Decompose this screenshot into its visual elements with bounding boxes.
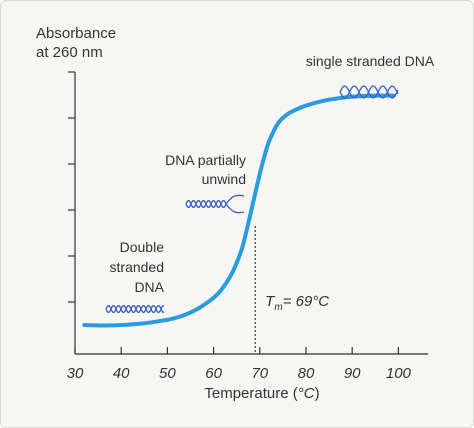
annotation-double-line2: stranded <box>110 259 164 275</box>
single-strand-b <box>339 85 399 99</box>
tm-label: Tm= 69°C <box>265 293 329 313</box>
x-axis-label: Temperature (°C) <box>204 385 319 402</box>
y-axis-label-line1: Absorbance <box>36 25 116 42</box>
double-strand-dna-icon <box>105 305 164 313</box>
x-tick-label-40: 40 <box>113 365 130 382</box>
partially-unwound-dna-icon <box>185 194 245 214</box>
double-strand-b <box>105 305 164 313</box>
tm-label-t: T <box>265 293 276 310</box>
tm-label-sub: m <box>274 302 282 313</box>
annotation-single-stranded: single stranded DNA <box>306 53 435 69</box>
partial-strand-b <box>185 200 227 208</box>
x-tick-label-70: 70 <box>251 365 268 382</box>
annotation-double-line1: Double <box>120 239 165 255</box>
partial-strand-split-bottom <box>225 203 245 214</box>
x-ticks: 30 40 50 60 70 80 90 100 <box>67 347 412 382</box>
x-tick-label-80: 80 <box>298 365 315 382</box>
x-tick-label-60: 60 <box>205 365 222 382</box>
annotation-partial-line2: unwind <box>202 171 246 187</box>
y-axis-label-line2: at 260 nm <box>36 44 103 61</box>
annotation-partial-line1: DNA partially <box>165 152 246 168</box>
x-axis-label-unit: °C <box>298 385 315 402</box>
absorbance-curve <box>82 93 396 328</box>
x-tick-label-50: 50 <box>159 365 176 382</box>
y-ticks <box>68 71 75 303</box>
x-axis-label-text: Temperature <box>204 385 288 402</box>
partial-strand-split-top <box>225 194 245 205</box>
x-tick-label-90: 90 <box>344 365 361 382</box>
single-strand-dna-icon <box>339 85 399 99</box>
x-tick-label-30: 30 <box>67 365 84 382</box>
tm-label-value: = 69°C <box>283 293 330 310</box>
annotation-double-line3: DNA <box>134 279 164 295</box>
x-tick-label-100: 100 <box>386 365 412 382</box>
